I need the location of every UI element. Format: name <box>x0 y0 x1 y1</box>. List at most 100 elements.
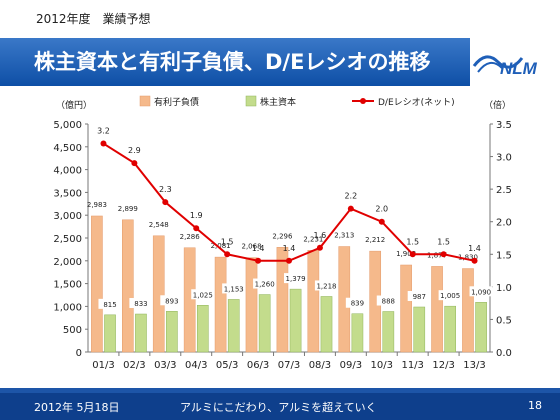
x-tick-label: 09/3 <box>340 360 362 371</box>
equity-data-label: 893 <box>165 297 178 305</box>
y-left-tick-label: 0 <box>76 348 82 359</box>
equity-bar <box>289 288 302 353</box>
y-right-tick-label: 2.5 <box>496 185 512 196</box>
equity-data-label: 888 <box>382 298 395 306</box>
equity-label-bg <box>376 295 400 306</box>
equity-bar <box>258 294 271 353</box>
y-left-tick-label: 4,500 <box>53 143 82 154</box>
y-right-tick-label: 3.5 <box>496 120 512 131</box>
equity-label-bg <box>98 298 122 309</box>
logo-mark-icon: NLM <box>472 55 538 78</box>
y-right-unit: （倍） <box>484 99 511 111</box>
x-tick-label: 07/3 <box>278 360 300 371</box>
equity-label-bg <box>222 283 246 294</box>
y-left-tick-label: 4,000 <box>53 166 82 177</box>
x-tick-label: 01/3 <box>92 360 114 371</box>
equity-bar <box>444 305 456 353</box>
de-ratio-data-label: 2.9 <box>128 146 141 155</box>
equity-label-bg <box>284 273 308 284</box>
y-left-tick-label: 3,500 <box>53 188 82 199</box>
debt-label-bg <box>89 198 105 209</box>
bars: 2,983 2,899 2,548 2,286 2,081 2,068 2,296 2,231… <box>87 198 493 353</box>
equity-label-bg <box>407 290 431 301</box>
debt-label-bg <box>243 240 260 251</box>
y-left-tick-label: 1,500 <box>53 280 82 291</box>
logo-text: NLM <box>500 59 538 78</box>
x-tick-label: 08/3 <box>309 360 331 371</box>
equity-bar <box>166 311 178 353</box>
legend-label-de: D/Eレシオ(ネット) <box>378 97 455 108</box>
y-right-tick-label: 0.5 <box>496 315 512 326</box>
equity-data-label: 833 <box>134 300 147 308</box>
equity-bar <box>227 299 240 353</box>
legend-swatch-de-marker <box>360 98 366 104</box>
debt-bar <box>276 247 289 353</box>
debt-label-bg <box>182 230 198 241</box>
debt-bar <box>245 257 258 353</box>
equity-bar <box>104 314 116 353</box>
equity-bar <box>382 311 395 353</box>
debt-label-bg <box>336 229 352 240</box>
legend-swatch-equity <box>245 95 257 107</box>
de-ratio-data-label: 1.5 <box>437 237 450 246</box>
equity-bar <box>196 305 209 353</box>
y-right-tick-label: 3.0 <box>496 153 512 164</box>
debt-data-label: 1,908 <box>396 250 416 258</box>
de-ratio-point <box>471 257 478 264</box>
equity-data-label: 1,025 <box>193 291 213 299</box>
y-right-tick-label: 1.5 <box>496 250 512 261</box>
equity-data-label: 1,218 <box>316 282 336 290</box>
equity-data-label: 1,153 <box>224 285 244 293</box>
y-left-tick-label: 1,000 <box>53 302 82 313</box>
debt-bar <box>91 215 103 353</box>
equity-data-label: 1,379 <box>286 275 306 283</box>
x-tick-label: 05/3 <box>216 360 238 371</box>
debt-data-label: 2,068 <box>241 243 261 251</box>
equity-bar <box>135 313 147 353</box>
debt-label-bg <box>213 240 229 251</box>
x-tick-label: 06/3 <box>247 360 269 371</box>
de-ratio-point <box>286 257 292 264</box>
de-ratio-point <box>316 244 323 251</box>
de-ratio-point <box>409 251 416 258</box>
equity-bar <box>413 306 426 353</box>
equity-label-bg <box>469 286 493 297</box>
equity-bar <box>320 296 333 353</box>
de-ratio-point <box>255 257 262 264</box>
y-left-tick-label: 500 <box>63 325 82 336</box>
de-ratio-data-label: 1.9 <box>190 211 203 220</box>
equity-data-label: 1,005 <box>440 292 460 300</box>
equity-label-bg <box>314 280 339 291</box>
page-number: 18 <box>528 399 542 412</box>
debt-data-label: 1,830 <box>458 254 478 262</box>
debt-label-bg <box>460 251 476 262</box>
debt-data-label: 2,212 <box>365 236 385 244</box>
y-left-unit: （億円） <box>56 99 92 111</box>
de-ratio-data-label: 1.5 <box>221 237 234 246</box>
de-ratio-point <box>440 251 447 258</box>
equity-data-label: 839 <box>351 300 364 308</box>
equity-label-bg <box>253 278 277 289</box>
debt-bar <box>462 268 474 353</box>
debt-bar <box>431 266 443 353</box>
equity-label-bg <box>191 289 215 300</box>
legend-label-equity: 株主資本 <box>260 96 296 108</box>
debt-data-label: 2,296 <box>272 232 293 240</box>
de-ratio-data-label: 1.4 <box>283 244 296 253</box>
de-ratio-data-label: 3.2 <box>97 127 110 136</box>
debt-data-label: 2,313 <box>334 232 354 240</box>
de-ratio-data-label: 2.0 <box>375 205 388 214</box>
debt-data-label: 2,286 <box>180 233 201 241</box>
de-ratio-point <box>162 199 169 206</box>
footer-slogan: アルミにこだわり、アルミを超えていく <box>180 401 377 414</box>
de-ratio-point <box>224 251 231 258</box>
fiscal-year-label: 2012年度 業績予想 <box>36 12 151 26</box>
company-logo: NLM <box>470 38 560 86</box>
footer-date: 2012年 5月18日 <box>34 401 120 414</box>
equity-label-bg <box>345 297 369 308</box>
debt-bar <box>400 264 412 353</box>
equity-label-bg <box>129 298 153 309</box>
debt-label-bg <box>367 234 383 245</box>
x-tick-label: 04/3 <box>185 360 207 371</box>
